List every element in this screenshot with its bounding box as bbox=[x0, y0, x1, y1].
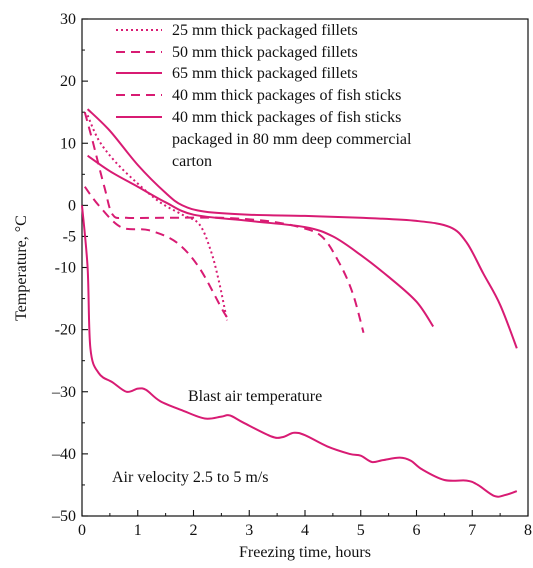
legend-label-continuation: carton bbox=[172, 153, 212, 170]
blast-air-annotation: Blast air temperature bbox=[188, 388, 322, 405]
x-tick-label: 8 bbox=[524, 522, 532, 539]
x-tick-label: 3 bbox=[245, 522, 253, 539]
y-tick-label: –40 bbox=[51, 446, 76, 463]
air-velocity-annotation: Air velocity 2.5 to 5 m/s bbox=[112, 469, 268, 486]
series-line-4 bbox=[86, 108, 518, 349]
x-tick-label: 2 bbox=[190, 522, 198, 539]
y-tick-label: -10 bbox=[55, 260, 76, 277]
series-line-5 bbox=[81, 205, 518, 498]
x-tick-label: 4 bbox=[301, 522, 309, 539]
y-tick-label: -5 bbox=[63, 228, 76, 245]
x-tick-label: 0 bbox=[78, 522, 86, 539]
axis-ticks: 0 1 2 3 4 5 6 7 8 30 20 10 0 -5 -10 -20 –30 –40 –50 bbox=[51, 11, 532, 539]
legend-label-continuation: packaged in 80 mm deep commercial bbox=[172, 131, 412, 148]
series-line-0 bbox=[86, 114, 228, 321]
x-tick-label: 5 bbox=[357, 522, 365, 539]
y-tick-label: –30 bbox=[51, 384, 76, 401]
y-tick-label: -20 bbox=[55, 322, 76, 339]
series-layer bbox=[81, 108, 518, 498]
y-tick-label: –50 bbox=[51, 508, 76, 525]
x-tick-label: 1 bbox=[134, 522, 142, 539]
y-tick-label: 30 bbox=[60, 11, 76, 28]
x-axis-title: Freezing time, hours bbox=[239, 544, 371, 561]
legend-label: 65 mm thick packaged fillets bbox=[172, 65, 358, 82]
x-tick-label: 6 bbox=[413, 522, 421, 539]
legend: 25 mm thick packaged fillets 50 mm thick … bbox=[116, 22, 412, 170]
y-axis-title: Temperature, °C bbox=[13, 215, 30, 321]
x-tick-label: 7 bbox=[468, 522, 476, 539]
series-line-2 bbox=[87, 154, 435, 328]
legend-label: 40 mm thick packages of fish sticks bbox=[172, 87, 401, 104]
legend-label: 50 mm thick packaged fillets bbox=[172, 44, 358, 61]
y-tick-label: 20 bbox=[60, 73, 76, 90]
y-tick-label: 0 bbox=[68, 197, 76, 214]
series-line-3 bbox=[83, 186, 228, 318]
legend-label: 40 mm thick packages of fish sticks bbox=[172, 109, 401, 126]
y-tick-label: 10 bbox=[60, 135, 76, 152]
legend-label: 25 mm thick packaged fillets bbox=[172, 22, 358, 39]
